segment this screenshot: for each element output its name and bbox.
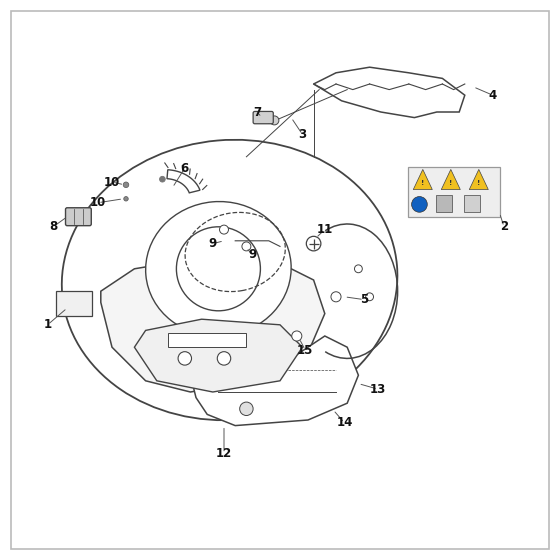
Circle shape	[366, 293, 374, 301]
Text: 14: 14	[336, 416, 353, 430]
Text: 4: 4	[489, 88, 497, 102]
Polygon shape	[314, 67, 465, 118]
Polygon shape	[134, 319, 302, 392]
Text: 11: 11	[316, 223, 333, 236]
Text: 5: 5	[360, 293, 368, 306]
FancyBboxPatch shape	[66, 208, 91, 226]
Text: 6: 6	[181, 161, 189, 175]
Polygon shape	[101, 258, 325, 392]
Text: 2: 2	[500, 220, 508, 234]
Text: 12: 12	[216, 447, 232, 460]
Circle shape	[306, 236, 321, 251]
Text: !: !	[421, 180, 424, 186]
Circle shape	[331, 292, 341, 302]
Circle shape	[242, 242, 251, 251]
Circle shape	[412, 197, 427, 212]
FancyBboxPatch shape	[408, 167, 500, 217]
FancyBboxPatch shape	[56, 291, 92, 316]
Text: !: !	[449, 180, 452, 186]
Circle shape	[123, 182, 129, 188]
FancyBboxPatch shape	[464, 195, 480, 212]
Circle shape	[240, 402, 253, 416]
Text: 10: 10	[104, 175, 120, 189]
Ellipse shape	[62, 140, 398, 420]
Polygon shape	[441, 170, 460, 190]
Circle shape	[292, 331, 302, 341]
Text: 7: 7	[254, 105, 262, 119]
Text: 9: 9	[209, 237, 217, 250]
Circle shape	[270, 116, 279, 125]
Text: 15: 15	[297, 343, 314, 357]
Text: 10: 10	[90, 196, 106, 209]
Circle shape	[160, 176, 165, 182]
Text: !: !	[477, 180, 480, 186]
Polygon shape	[167, 170, 200, 193]
Circle shape	[124, 197, 128, 201]
FancyBboxPatch shape	[168, 333, 246, 347]
Circle shape	[178, 352, 192, 365]
Text: 8: 8	[49, 220, 57, 234]
Text: eRPs: eRPs	[105, 234, 366, 326]
Ellipse shape	[146, 202, 291, 336]
Circle shape	[220, 225, 228, 234]
Circle shape	[176, 227, 260, 311]
Circle shape	[217, 352, 231, 365]
FancyBboxPatch shape	[436, 195, 452, 212]
Text: 9: 9	[248, 248, 256, 262]
Text: 13: 13	[370, 382, 386, 396]
Polygon shape	[413, 170, 432, 190]
Circle shape	[354, 265, 362, 273]
Polygon shape	[469, 170, 488, 190]
FancyBboxPatch shape	[253, 111, 273, 124]
Polygon shape	[190, 336, 358, 426]
Text: 1: 1	[44, 318, 52, 332]
Text: 3: 3	[298, 128, 306, 141]
